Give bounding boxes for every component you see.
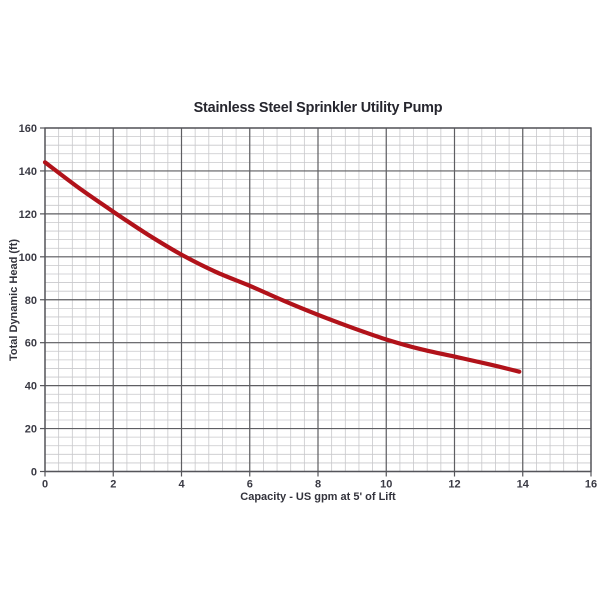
x-tick-label: 6 <box>247 479 253 491</box>
x-tick-label: 16 <box>585 479 597 491</box>
y-tick-label: 80 <box>25 295 37 307</box>
x-tick-label: 8 <box>315 479 321 491</box>
x-tick-label: 0 <box>42 479 48 491</box>
x-tick-label: 14 <box>517 479 530 491</box>
x-tick-label: 10 <box>380 479 392 491</box>
y-tick-label: 120 <box>19 209 37 221</box>
x-tick-label: 4 <box>178 479 185 491</box>
y-tick-label: 40 <box>25 381 37 393</box>
y-tick-label: 20 <box>25 424 37 436</box>
y-tick-label: 160 <box>19 123 37 135</box>
y-tick-label: 0 <box>31 467 37 479</box>
plot-border <box>44 127 592 473</box>
x-axis-title: Capacity - US gpm at 5' of Lift <box>240 491 396 503</box>
x-tick-label: 12 <box>448 479 460 491</box>
y-tick-label: 100 <box>19 252 37 264</box>
y-tick-label: 140 <box>19 166 37 178</box>
y-tick-label: 60 <box>25 338 37 350</box>
pump-performance-curve <box>42 160 522 374</box>
chart-title: Stainless Steel Sprinkler Utility Pump <box>193 99 443 116</box>
x-tick-label: 2 <box>110 479 116 491</box>
